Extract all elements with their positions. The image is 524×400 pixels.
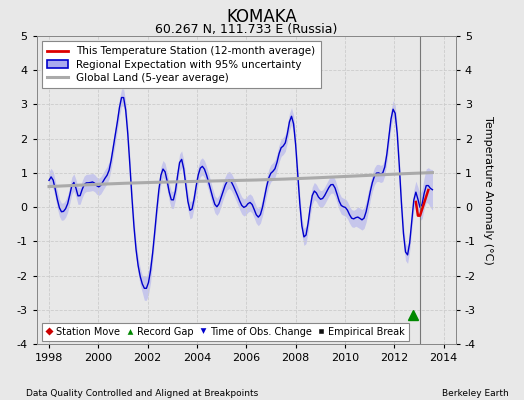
Title: 60.267 N, 111.733 E (Russia): 60.267 N, 111.733 E (Russia) [155,23,337,36]
Text: Berkeley Earth: Berkeley Earth [442,389,508,398]
Legend: Station Move, Record Gap, Time of Obs. Change, Empirical Break: Station Move, Record Gap, Time of Obs. C… [41,323,409,341]
Text: Data Quality Controlled and Aligned at Breakpoints: Data Quality Controlled and Aligned at B… [26,389,258,398]
Y-axis label: Temperature Anomaly (°C): Temperature Anomaly (°C) [483,116,493,264]
Text: KOMAKA: KOMAKA [226,8,298,26]
